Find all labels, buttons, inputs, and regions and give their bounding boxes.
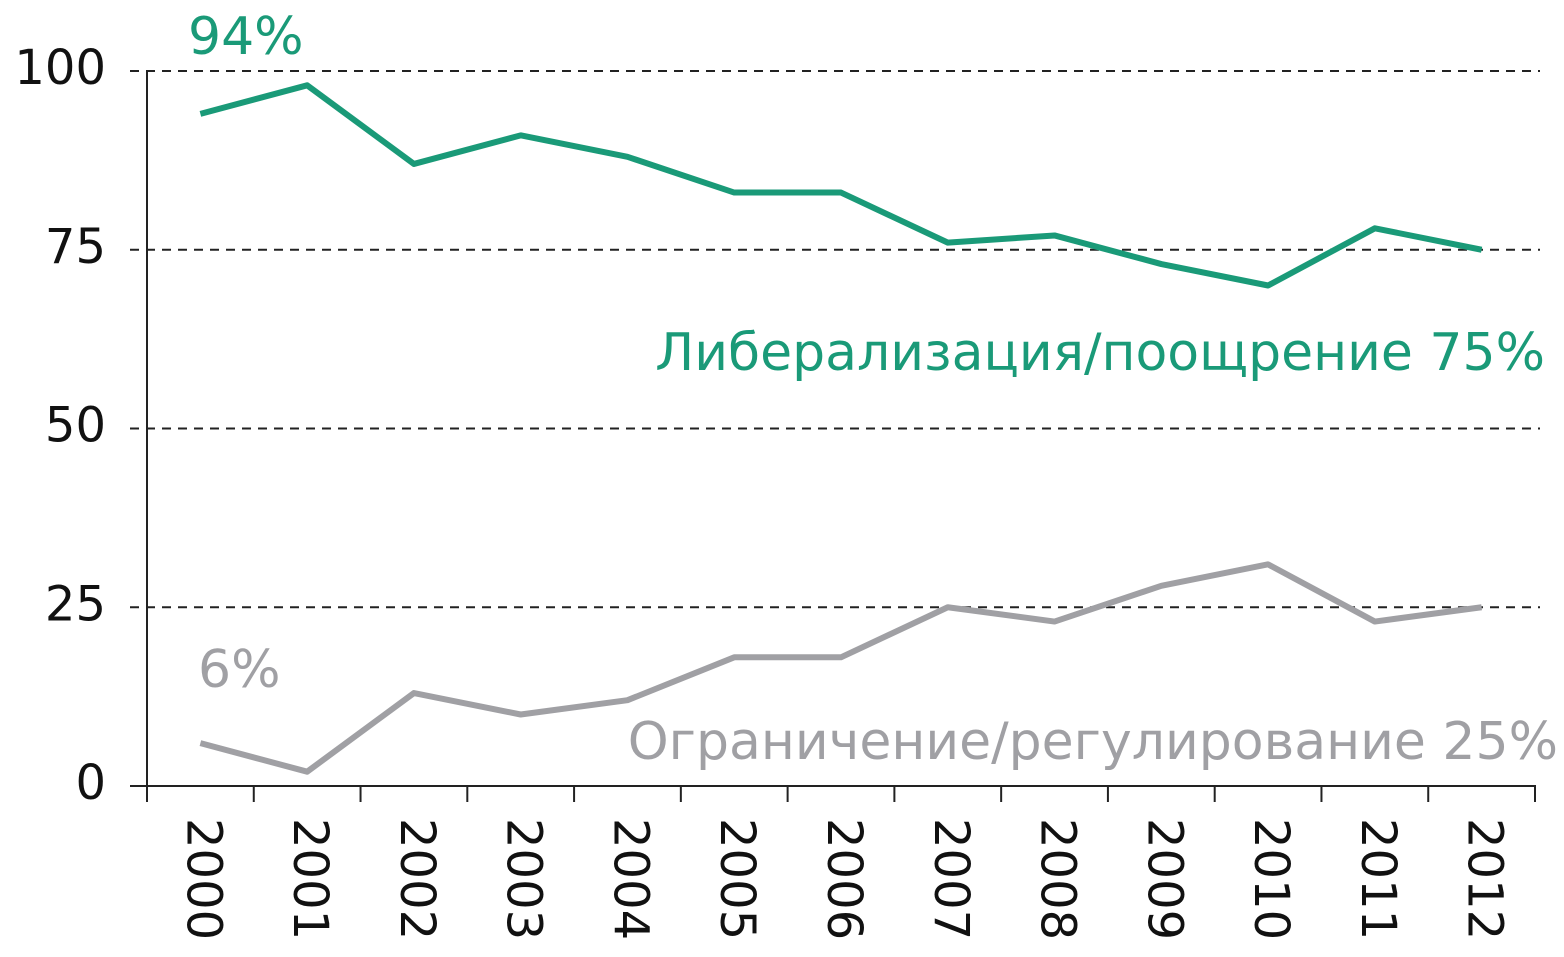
y-tick-label: 25 — [45, 576, 106, 632]
x-tick-label: 2009 — [1136, 818, 1192, 940]
y-tick-label: 50 — [45, 398, 106, 454]
y-tick-label: 75 — [45, 219, 106, 275]
x-tick-label: 2012 — [1457, 818, 1513, 940]
y-tick-label: 100 — [14, 40, 106, 96]
line-series — [199, 82, 1483, 289]
x-tick-label: 2006 — [816, 818, 872, 940]
x-tick-label: 2003 — [496, 818, 552, 940]
y-tick-label: 0 — [75, 755, 106, 811]
x-tick-label: 2010 — [1243, 818, 1299, 940]
x-tick-label: 2011 — [1350, 818, 1406, 940]
x-tick-label: 2005 — [709, 818, 765, 940]
x-tick-label: 2001 — [282, 818, 338, 940]
annotation: 94% — [188, 7, 304, 67]
x-tick-label: 2000 — [175, 818, 231, 940]
x-tick-label: 2008 — [1030, 818, 1086, 940]
annotation: 6% — [198, 640, 281, 700]
annotation: Либерализация/поощрение 75% — [655, 323, 1545, 383]
x-tick-label: 2002 — [389, 818, 445, 940]
annotation: Ограничение/регулирование 25% — [628, 712, 1558, 772]
x-tick-label: 2004 — [602, 818, 658, 940]
line-series — [199, 561, 1483, 775]
x-tick-label: 2007 — [923, 818, 979, 940]
